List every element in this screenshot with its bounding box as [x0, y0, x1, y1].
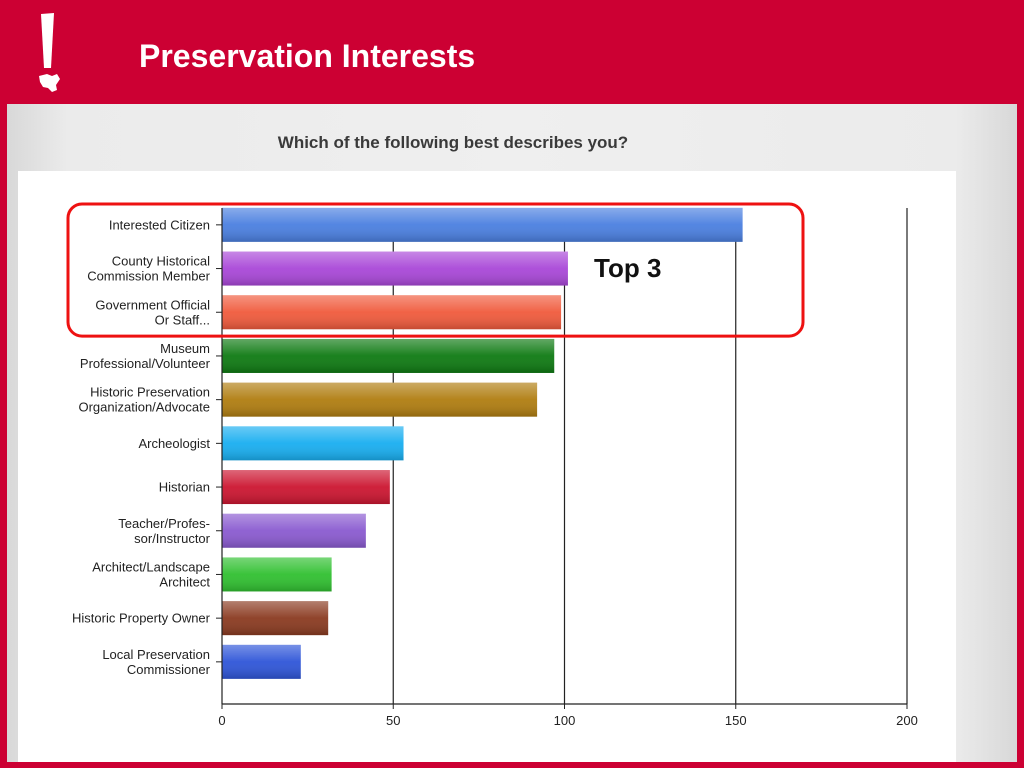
- bar-shade: [222, 644, 301, 679]
- category-label-line: Or Staff...: [155, 312, 210, 327]
- x-tick-label: 50: [386, 713, 400, 728]
- category-label-line: Architect: [159, 574, 210, 589]
- slide-header: Preservation Interests: [0, 0, 1024, 102]
- category-label-line: sor/Instructor: [134, 531, 211, 546]
- category-label-line: Commissioner: [127, 662, 211, 677]
- category-label: Architect/Landscape Architect: [92, 559, 210, 589]
- category-label: Archeologist: [138, 436, 210, 451]
- category-label-line: Teacher/Profes-: [118, 516, 210, 531]
- category-label-line: Architect/Landscape: [92, 559, 210, 574]
- category-label-line: Historic Property Owner: [72, 611, 211, 626]
- category-label: Local Preservation Commissioner: [102, 647, 210, 677]
- category-label: Government Official Or Staff...: [95, 297, 210, 327]
- category-label-line: Museum: [160, 341, 210, 356]
- category-label-line: Historic Preservation: [90, 385, 210, 400]
- bar-shade: [222, 470, 390, 505]
- category-label-line: Commission Member: [87, 269, 210, 284]
- category-label: Historian: [159, 480, 210, 495]
- bar-shade: [222, 295, 562, 330]
- category-label-line: Local Preservation: [102, 647, 210, 662]
- bar-shade: [222, 207, 743, 242]
- category-label-line: Archeologist: [138, 436, 210, 451]
- category-label: Historic Preservation Organization/Advoca…: [78, 385, 210, 415]
- chart-title: Which of the following best describes yo…: [277, 133, 629, 152]
- category-label-line: Professional/Volunteer: [80, 356, 211, 371]
- x-tick-label: 0: [218, 713, 225, 728]
- category-label: Interested Citizen: [109, 217, 210, 232]
- bar-shade: [222, 251, 568, 286]
- category-label-line: County Historical: [112, 254, 210, 269]
- bar-shade: [222, 382, 538, 417]
- bar-shade: [222, 338, 555, 373]
- bar-shade: [222, 557, 332, 592]
- page-title: Preservation Interests: [139, 38, 476, 74]
- bar-shade: [222, 513, 366, 548]
- category-label: Teacher/Profes-sor/Instructor: [118, 516, 210, 546]
- category-label: County Historical Commission Member: [87, 254, 210, 284]
- category-label: Museum Professional/Volunteer: [80, 341, 211, 371]
- top3-highlight-box: [66, 202, 805, 338]
- category-label-line: Interested Citizen: [109, 217, 210, 232]
- exclamation-logo-icon: [39, 13, 60, 92]
- category-label-line: Government Official: [95, 297, 210, 312]
- x-tick-label: 100: [554, 713, 576, 728]
- x-tick-label: 200: [896, 713, 918, 728]
- top3-annotation: Top 3: [594, 253, 661, 283]
- bar-shade: [222, 601, 329, 636]
- x-tick-label: 150: [725, 713, 747, 728]
- bar-shade: [222, 426, 404, 461]
- category-label: Historic Property Owner: [72, 611, 211, 626]
- category-label-line: Organization/Advocate: [78, 400, 210, 415]
- category-label-line: Historian: [159, 480, 210, 495]
